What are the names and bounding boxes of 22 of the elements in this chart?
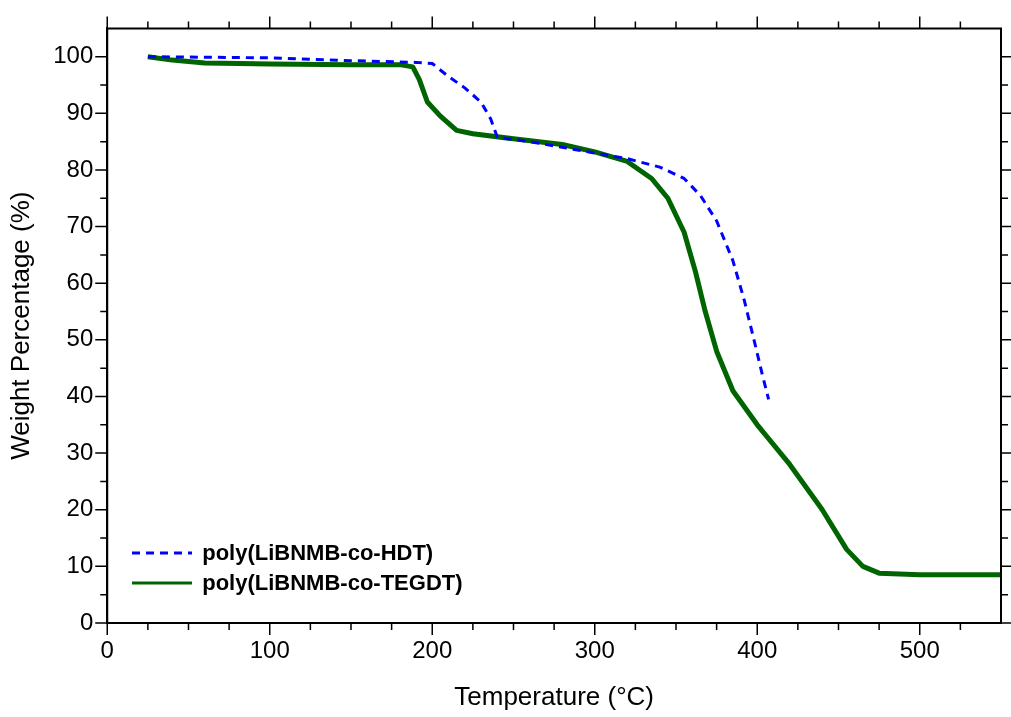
y-tick-label: 20 bbox=[66, 494, 94, 522]
legend-label: poly(LiBNMB-co-TEGDT) bbox=[202, 570, 463, 596]
x-tick-label: 400 bbox=[737, 636, 778, 664]
x-tick-label: 200 bbox=[412, 636, 453, 664]
y-tick-label: 80 bbox=[66, 154, 94, 182]
x-tick-label: 0 bbox=[100, 636, 114, 664]
y-tick-label: 30 bbox=[66, 437, 94, 465]
x-tick-label: 100 bbox=[249, 636, 290, 664]
y-tick-label: 50 bbox=[66, 324, 94, 352]
y-tick-label: 90 bbox=[66, 97, 94, 125]
x-tick-label: 500 bbox=[899, 636, 940, 664]
y-tick-label: 100 bbox=[53, 41, 94, 69]
y-tick-label: 60 bbox=[66, 267, 94, 295]
y-tick-label: 40 bbox=[66, 381, 94, 409]
line-series bbox=[146, 55, 771, 401]
y-axis-title: Weight Percentage (%) bbox=[4, 191, 35, 460]
y-tick-label: 0 bbox=[79, 607, 94, 635]
y-tick-label: 10 bbox=[66, 551, 94, 578]
x-axis-title: Temperature (°C) bbox=[454, 680, 654, 711]
legend-label: poly(LiBNMB-co-HDT) bbox=[202, 540, 434, 566]
x-tick-label: 300 bbox=[574, 636, 615, 664]
y-tick-label: 70 bbox=[66, 211, 94, 239]
